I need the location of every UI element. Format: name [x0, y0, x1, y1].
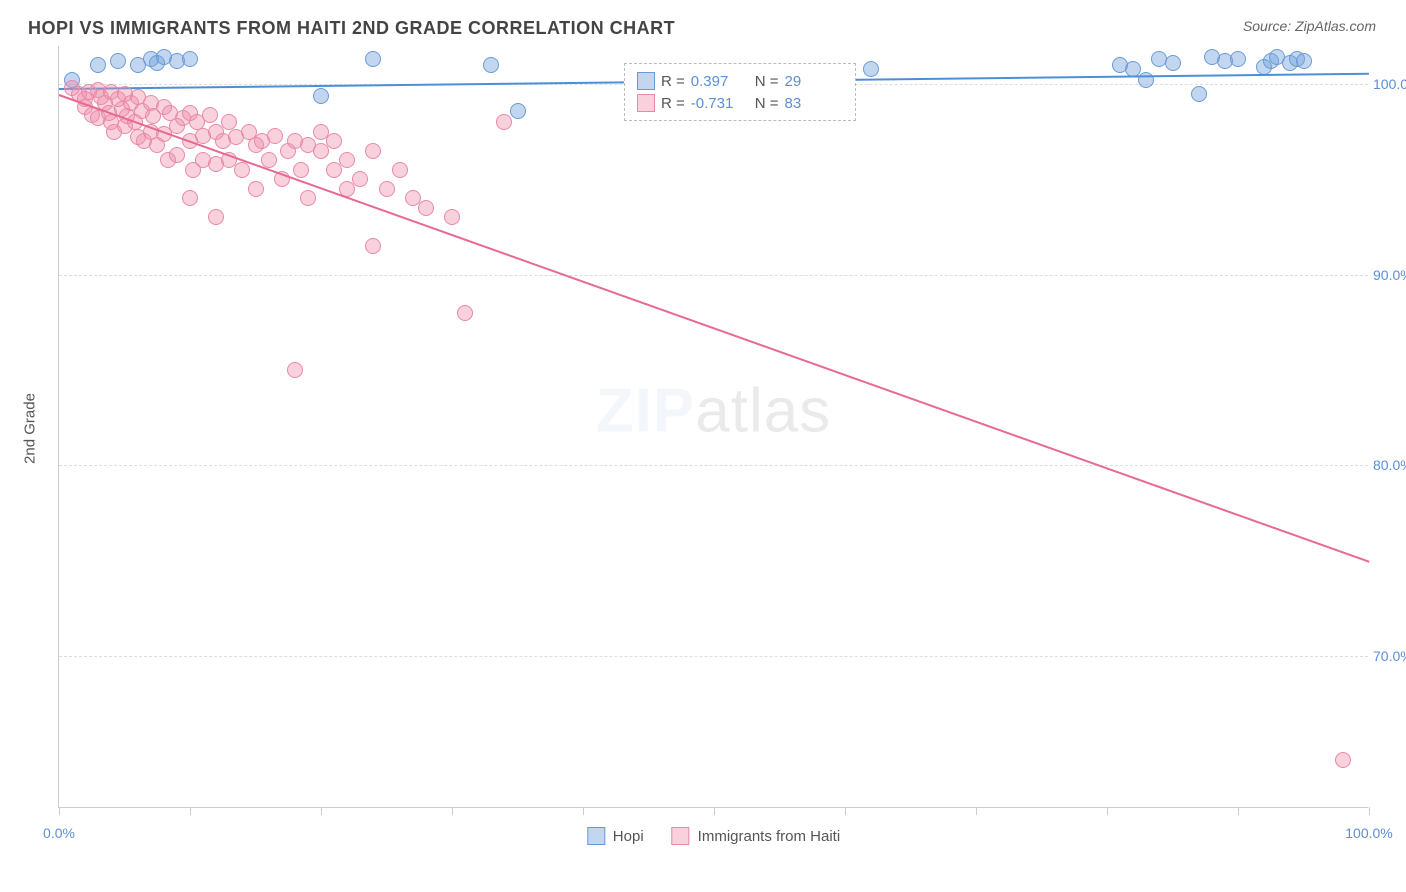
legend-row: R = 0.397 N = 29: [637, 70, 843, 92]
x-tick: [1369, 807, 1370, 815]
r-value: -0.731: [691, 95, 749, 112]
data-point: [1296, 53, 1312, 69]
data-point: [293, 162, 309, 178]
watermark: ZIPatlas: [596, 376, 831, 447]
data-point: [1112, 57, 1128, 73]
x-tick: [976, 807, 977, 815]
r-label: R =: [661, 73, 685, 90]
n-value: 83: [785, 95, 843, 112]
y-tick-label: 90.0%: [1373, 267, 1406, 283]
x-tick: [190, 807, 191, 815]
data-point: [339, 152, 355, 168]
legend-item: Hopi: [587, 827, 644, 845]
legend-swatch: [587, 827, 605, 845]
data-point: [300, 190, 316, 206]
n-label: N =: [755, 95, 779, 112]
legend-row: R = -0.731 N = 83: [637, 92, 843, 114]
data-point: [1335, 752, 1351, 768]
legend-swatch: [637, 72, 655, 90]
data-point: [352, 171, 368, 187]
data-point: [202, 107, 218, 123]
x-tick: [845, 807, 846, 815]
gridline-h: [59, 465, 1368, 466]
data-point: [313, 88, 329, 104]
chart-title: HOPI VS IMMIGRANTS FROM HAITI 2ND GRADE …: [28, 18, 675, 39]
x-tick-label: 0.0%: [43, 825, 75, 841]
chart-plot-area: ZIPatlas 70.0%80.0%90.0%100.0%0.0%100.0%…: [58, 46, 1368, 808]
x-tick-label: 100.0%: [1345, 825, 1392, 841]
data-point: [444, 209, 460, 225]
x-tick: [714, 807, 715, 815]
y-tick-label: 100.0%: [1373, 76, 1406, 92]
gridline-h: [59, 275, 1368, 276]
source-label: Source: ZipAtlas.com: [1243, 18, 1376, 34]
series-legend: Hopi Immigrants from Haiti: [587, 827, 840, 845]
x-tick: [321, 807, 322, 815]
data-point: [418, 200, 434, 216]
data-point: [496, 114, 512, 130]
data-point: [365, 143, 381, 159]
x-tick: [1238, 807, 1239, 815]
data-point: [182, 51, 198, 67]
data-point: [379, 181, 395, 197]
trend-line: [59, 94, 1370, 563]
data-point: [248, 181, 264, 197]
x-tick: [583, 807, 584, 815]
data-point: [863, 61, 879, 77]
y-tick-label: 70.0%: [1373, 648, 1406, 664]
r-value: 0.397: [691, 73, 749, 90]
x-tick: [59, 807, 60, 815]
data-point: [392, 162, 408, 178]
data-point: [510, 103, 526, 119]
legend-item: Immigrants from Haiti: [672, 827, 841, 845]
legend-label: Immigrants from Haiti: [698, 828, 841, 845]
n-label: N =: [755, 73, 779, 90]
gridline-h: [59, 656, 1368, 657]
data-point: [457, 305, 473, 321]
data-point: [1165, 55, 1181, 71]
legend-swatch: [672, 827, 690, 845]
data-point: [169, 147, 185, 163]
y-tick-label: 80.0%: [1373, 457, 1406, 473]
data-point: [365, 238, 381, 254]
data-point: [287, 362, 303, 378]
data-point: [326, 133, 342, 149]
data-point: [110, 53, 126, 69]
r-label: R =: [661, 95, 685, 112]
data-point: [267, 128, 283, 144]
correlation-legend: R = 0.397 N = 29 R = -0.731 N = 83: [624, 63, 856, 121]
data-point: [90, 57, 106, 73]
legend-label: Hopi: [613, 828, 644, 845]
data-point: [208, 209, 224, 225]
y-axis-label: 2nd Grade: [22, 393, 39, 464]
data-point: [182, 190, 198, 206]
data-point: [1191, 86, 1207, 102]
data-point: [221, 114, 237, 130]
n-value: 29: [785, 73, 843, 90]
data-point: [1230, 51, 1246, 67]
data-point: [483, 57, 499, 73]
data-point: [365, 51, 381, 67]
legend-swatch: [637, 94, 655, 112]
data-point: [234, 162, 250, 178]
x-tick: [1107, 807, 1108, 815]
x-tick: [452, 807, 453, 815]
